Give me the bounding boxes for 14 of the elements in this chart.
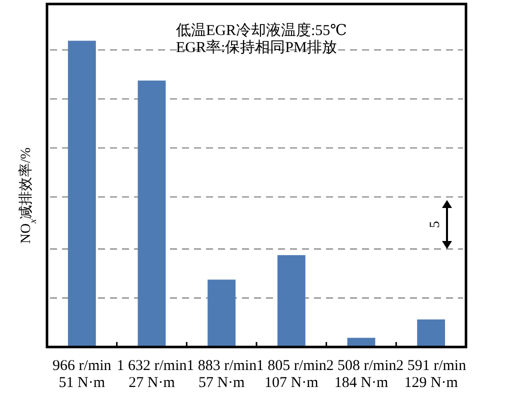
x-tick-label: 1 632 r/min 27 N·m (116, 358, 188, 391)
bar (138, 80, 166, 347)
x-tick-label: 2 508 r/min 184 N·m (326, 358, 397, 391)
annotation: EGR率:保持相同PM排放 (176, 39, 337, 56)
x-tick-label: 2 591 r/min 129 N·m (396, 358, 467, 391)
text: 低温EGR冷却液温度:55℃ (176, 22, 347, 39)
x-tick-label: 966 r/min 51 N·m (52, 358, 112, 391)
bar (208, 280, 236, 347)
x-tick-label: 1 805 r/min 107 N·m (256, 358, 327, 391)
bar (277, 255, 306, 347)
bar (68, 40, 96, 347)
x-tick-label: 1 883 r/min 57 N·m (186, 358, 258, 391)
annotation: 5 (428, 221, 443, 228)
bar (417, 319, 446, 347)
